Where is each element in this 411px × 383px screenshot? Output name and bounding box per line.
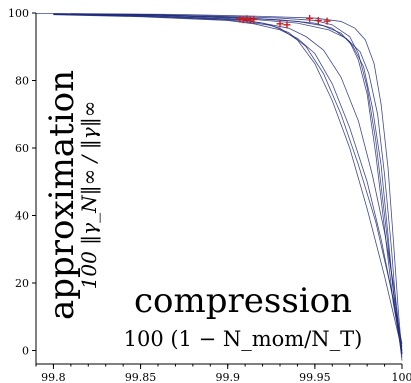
- y-tick-label: 0: [22, 345, 29, 358]
- y-tick-label: 20: [15, 277, 29, 290]
- series-line: [53, 14, 403, 348]
- x-axis-label: compression: [134, 281, 352, 321]
- x-tick-label: 100: [392, 371, 411, 383]
- x-tick-label: 99.85: [125, 371, 157, 383]
- marker-group: [236, 14, 331, 29]
- x-ticks: 99.8 99.85 99.9 99.95 100: [35, 364, 411, 383]
- x-tick-label: 99.8: [41, 371, 66, 383]
- series-line: [70, 13, 403, 354]
- series-line: [35, 12, 403, 351]
- plus-marker: [323, 17, 331, 25]
- plus-marker: [239, 16, 247, 24]
- plus-marker: [283, 21, 291, 29]
- y-tick-label: 60: [15, 142, 29, 155]
- y-axis-sublabel: 100 ‖γ_N‖∞ / ‖γ‖∞: [77, 101, 102, 290]
- plus-marker: [306, 14, 314, 22]
- y-tick-label: 40: [15, 210, 29, 223]
- y-tick-label: 100: [8, 7, 29, 20]
- y-tick-label: 80: [15, 75, 29, 88]
- x-axis-sublabel: 100 (1 − N_mom/N_T): [124, 327, 363, 351]
- series-line: [53, 13, 403, 344]
- x-tick-label: 99.9: [215, 371, 240, 383]
- plus-marker: [250, 15, 258, 23]
- y-axis-label: approximation: [42, 70, 82, 320]
- plus-marker: [243, 15, 251, 23]
- x-tick-label: 99.95: [299, 371, 331, 383]
- plus-marker: [276, 20, 284, 28]
- plus-marker: [314, 16, 322, 24]
- y-ticks: 0 20 40 60 80 100: [8, 7, 36, 358]
